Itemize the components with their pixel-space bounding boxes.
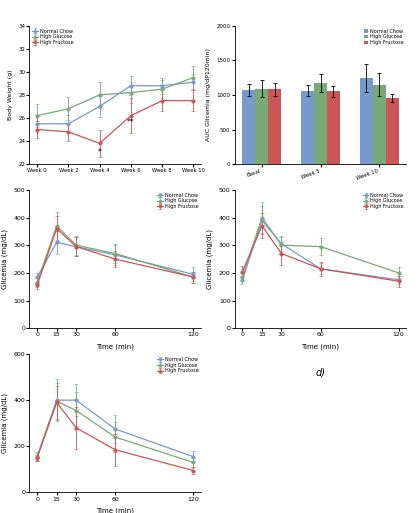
X-axis label: Time (min): Time (min) [302,343,339,349]
Bar [268,89,281,164]
Y-axis label: Glicemia (mg/dL): Glicemia (mg/dL) [207,229,213,289]
Text: d): d) [316,367,326,377]
Legend: Normal Chow, High Glucose, High Fructose: Normal Chow, High Glucose, High Fructose [363,28,404,46]
Text: b): b) [316,203,326,213]
Bar [301,91,314,164]
Y-axis label: Glicemia (mg/dL): Glicemia (mg/dL) [1,393,8,453]
Bar [314,83,327,164]
X-axis label: Time (min): Time (min) [96,507,134,513]
Bar [255,89,268,164]
Y-axis label: Glicemia (mg/dL): Glicemia (mg/dL) [1,229,8,289]
Legend: Normal Chow, High Glucose, High Fructose: Normal Chow, High Glucose, High Fructose [362,192,404,210]
Legend: Normal Chow, High Glucose, High Fructose: Normal Chow, High Glucose, High Fructose [32,28,74,46]
Text: *: * [98,148,101,157]
Bar [360,78,373,164]
Y-axis label: Body Weight (g): Body Weight (g) [8,70,13,120]
Text: **: ** [127,118,135,127]
Legend: Normal Chow, High Glucose, High Fructose: Normal Chow, High Glucose, High Fructose [157,192,199,210]
X-axis label: Time (min): Time (min) [96,343,134,349]
Text: a): a) [110,203,120,213]
Text: c): c) [111,367,120,377]
Bar [243,90,255,164]
Y-axis label: AUC Glicemia (mg/dP120min): AUC Glicemia (mg/dP120min) [206,48,211,142]
Bar [327,91,340,164]
Legend: Normal Chow, High Glucose, High Fructose: Normal Chow, High Glucose, High Fructose [157,357,199,374]
Bar [386,97,398,164]
Bar [373,85,386,164]
